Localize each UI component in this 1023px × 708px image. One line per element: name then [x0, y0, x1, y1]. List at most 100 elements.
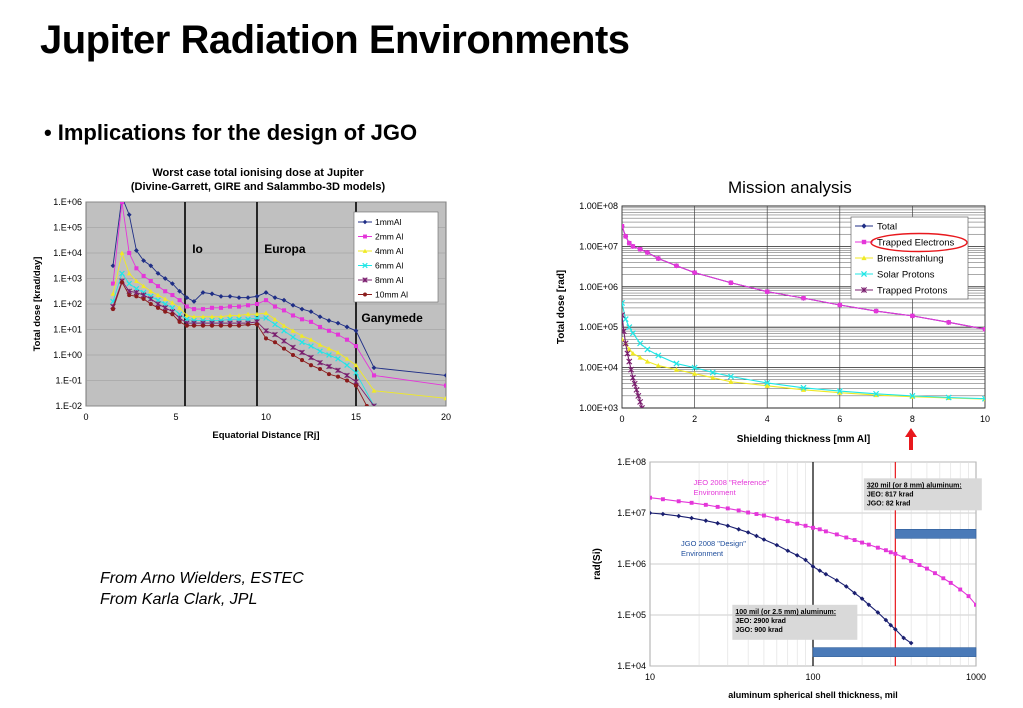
data-point [966, 594, 971, 599]
y-tick-label: 1.E+04 [617, 661, 646, 671]
data-point [141, 273, 146, 278]
data-point [272, 304, 278, 309]
data-point [148, 288, 154, 294]
data-point [754, 512, 759, 516]
data-point [236, 323, 242, 328]
data-point [622, 328, 627, 335]
slide-title: Jupiter Radiation Environments [40, 18, 630, 62]
data-point [958, 587, 963, 592]
series-group [650, 495, 976, 646]
legend-label: 10mm Al [375, 290, 408, 300]
data-point [299, 306, 305, 312]
data-point [364, 403, 369, 406]
data-point [629, 330, 636, 337]
data-point [362, 277, 368, 283]
y-axis-label: rad(Si) [592, 548, 603, 580]
data-point [861, 287, 867, 293]
annotation-text: JEO 2008 "Reference" [694, 478, 770, 487]
data-point [852, 538, 857, 542]
data-point [909, 392, 916, 399]
data-point [227, 323, 233, 328]
data-point [371, 373, 377, 378]
data-point [308, 319, 314, 324]
data-point [281, 323, 287, 328]
data-point [155, 305, 161, 310]
data-point [317, 366, 323, 372]
data-point [746, 510, 751, 515]
data-point [218, 323, 224, 328]
data-point [344, 337, 350, 342]
data-point [353, 370, 359, 376]
data-point [626, 324, 633, 331]
x-tick-label: 10 [261, 412, 271, 422]
data-point [860, 270, 868, 278]
data-point [263, 298, 269, 303]
bullet-dot-icon: • [44, 120, 52, 145]
data-point [443, 395, 446, 401]
data-point [844, 535, 849, 540]
data-point [817, 527, 822, 532]
data-point [308, 337, 314, 342]
data-point [917, 563, 922, 567]
data-point [134, 294, 139, 299]
bullet-point: • Implications for the design of JGO [44, 120, 417, 146]
data-point [326, 328, 332, 333]
data-point [148, 279, 153, 284]
data-point [692, 270, 697, 275]
data-point [673, 360, 680, 367]
data-point [637, 340, 644, 347]
data-point [344, 324, 350, 330]
data-point [893, 551, 898, 556]
data-point [163, 309, 168, 314]
data-point [227, 313, 233, 318]
data-point [263, 290, 269, 295]
data-point [155, 301, 161, 307]
data-point [727, 373, 734, 380]
data-point [703, 502, 708, 507]
data-point [692, 371, 698, 376]
x-tick-label: 10 [980, 414, 990, 424]
data-point [800, 384, 807, 391]
annotation-text: JGO: 900 krad [735, 627, 782, 634]
y-tick-label: 1.00E+04 [579, 363, 618, 373]
data-point [290, 328, 296, 333]
data-point [764, 383, 770, 388]
data-point [272, 321, 278, 328]
region-label: Io [192, 242, 203, 256]
data-point [272, 331, 278, 338]
x-tick-label: 0 [83, 412, 88, 422]
data-point [133, 289, 140, 296]
data-point [631, 380, 638, 387]
data-point [254, 301, 260, 307]
data-point [281, 338, 287, 344]
data-point [236, 313, 242, 318]
data-point [371, 403, 377, 406]
data-point [353, 378, 359, 385]
data-point [981, 395, 985, 402]
data-point [127, 250, 132, 256]
data-point [209, 305, 215, 310]
data-point [308, 309, 314, 315]
data-point [317, 342, 323, 347]
data-point [873, 308, 879, 314]
data-point [764, 289, 770, 294]
annotation-box [863, 478, 982, 511]
legend-label: 1mmAl [375, 217, 402, 227]
data-point [317, 348, 323, 354]
data-point [155, 292, 161, 297]
data-point [883, 617, 889, 623]
y-tick-label: 1.E+07 [617, 508, 646, 518]
data-point [710, 375, 716, 380]
region-label: Europa [264, 242, 306, 256]
data-point [888, 622, 894, 628]
data-point [272, 340, 278, 345]
data-point [909, 558, 914, 563]
data-point [362, 248, 368, 253]
data-point [245, 322, 251, 327]
data-point [344, 362, 350, 369]
data-point [637, 398, 644, 405]
data-point [645, 250, 650, 255]
data-point [170, 312, 175, 317]
legend-label: 2mm Al [375, 232, 403, 242]
data-point [622, 312, 625, 319]
